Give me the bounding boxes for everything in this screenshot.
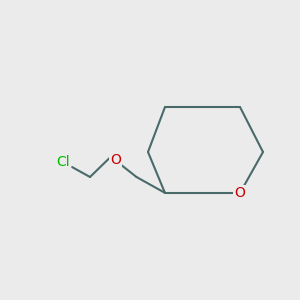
Text: O: O: [110, 154, 121, 167]
Text: Cl: Cl: [56, 155, 70, 169]
Text: O: O: [235, 186, 245, 200]
